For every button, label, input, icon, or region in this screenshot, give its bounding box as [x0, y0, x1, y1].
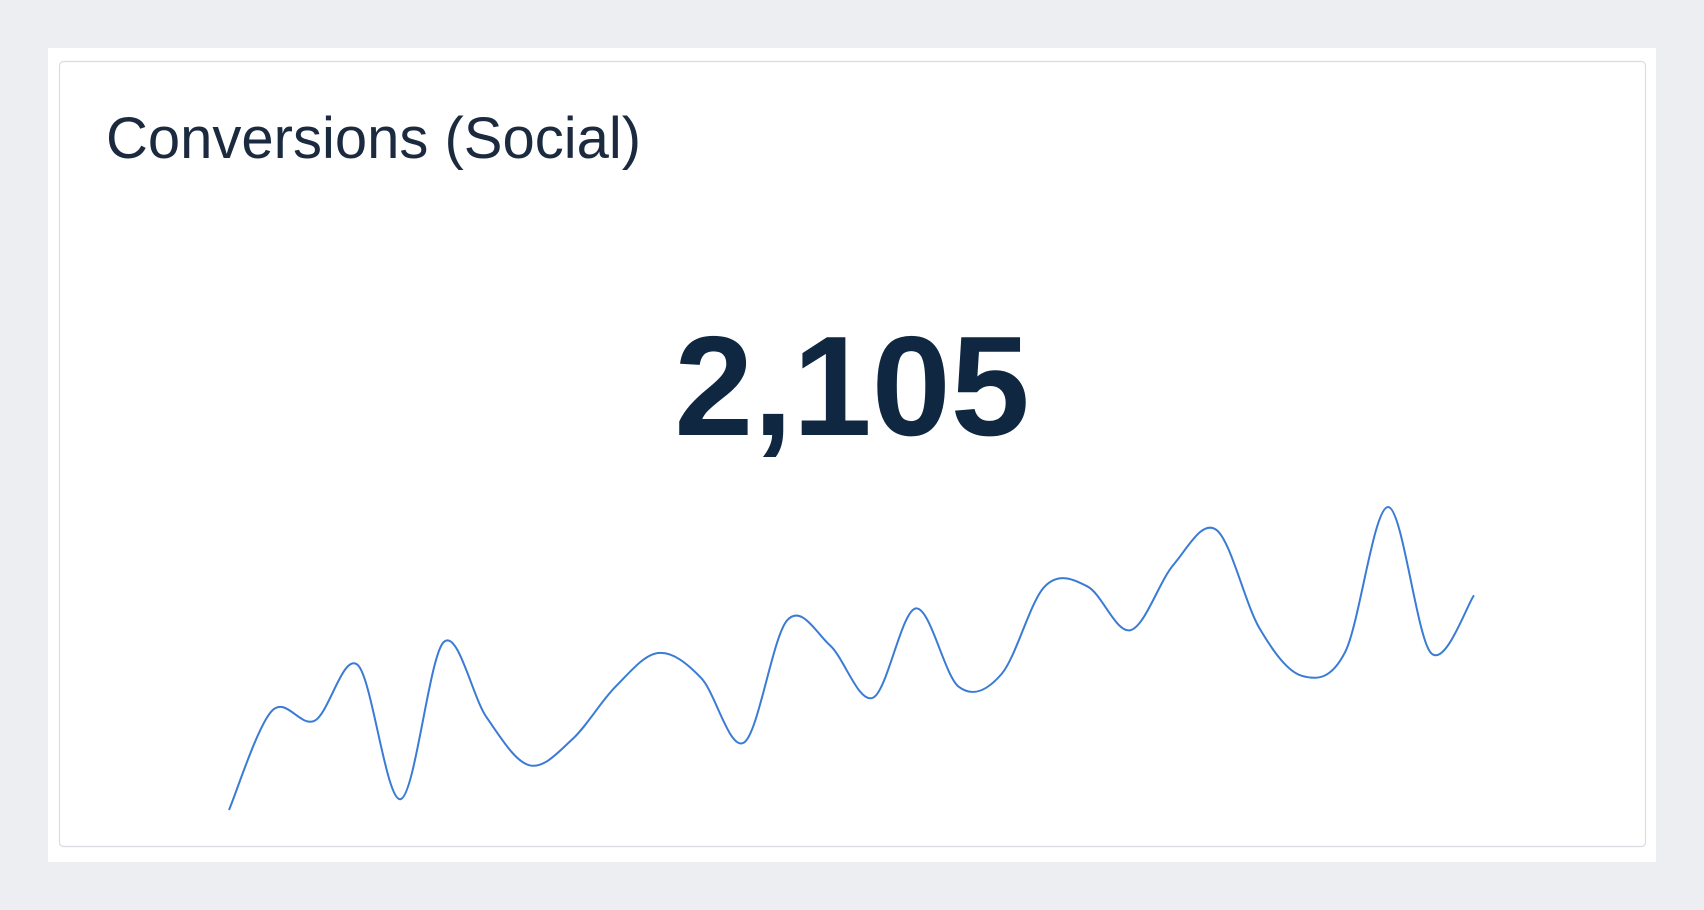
widget-title: Conversions (Social) — [106, 106, 641, 171]
card — [58, 60, 1647, 848]
sparkline — [228, 505, 1475, 811]
kpi-value: 2,105 — [674, 307, 1029, 466]
